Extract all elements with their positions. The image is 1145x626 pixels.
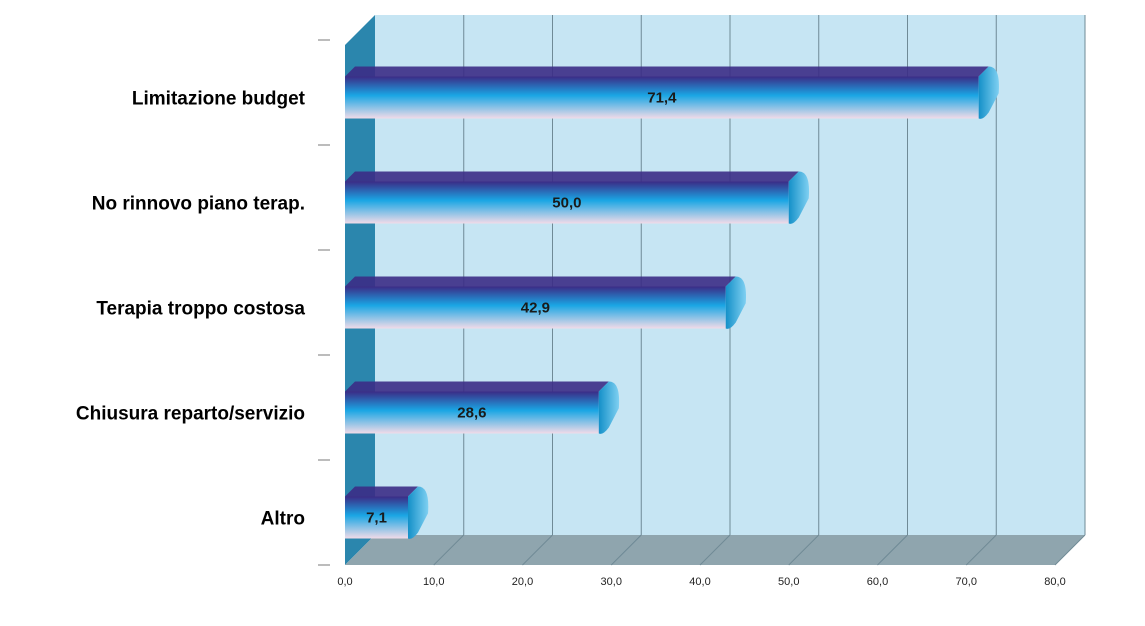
bar-end-cap — [788, 171, 810, 224]
bar-value-label: 42,9 — [521, 300, 550, 317]
bar — [345, 276, 747, 329]
bar — [345, 171, 810, 224]
bar-end-cap — [408, 486, 429, 539]
x-tick-label: 40,0 — [689, 576, 710, 588]
bar-end-cap — [598, 381, 620, 434]
bar — [345, 486, 429, 539]
bar-value-label: 7,1 — [366, 510, 387, 527]
gridline-floor — [965, 534, 997, 566]
bar-end-cap — [978, 66, 999, 119]
x-tick-label: 80,0 — [1044, 576, 1065, 588]
bar-value-label: 50,0 — [552, 195, 581, 212]
category-label: Limitazione budget — [132, 89, 306, 110]
gridline-floor — [610, 534, 642, 566]
bar-top — [345, 381, 609, 392]
gridline-floor — [788, 534, 820, 566]
category-label: No rinnovo piano terap. — [92, 194, 305, 215]
bar-front — [345, 391, 599, 434]
bar-value-label: 28,6 — [457, 405, 486, 422]
bar-top — [345, 66, 989, 77]
gridline-floor — [699, 534, 731, 566]
x-tick-label: 60,0 — [867, 576, 888, 588]
bar-front — [345, 496, 409, 539]
x-tick-label: 70,0 — [956, 576, 977, 588]
category-label: Terapia troppo costosa — [96, 299, 305, 320]
bar-front — [345, 76, 979, 119]
x-tick-label: 30,0 — [601, 576, 622, 588]
gridline-floor — [1054, 534, 1086, 566]
category-label: Chiusura reparto/servizio — [76, 404, 305, 425]
bar — [345, 381, 620, 434]
gridline-floor — [877, 534, 908, 566]
bar-top — [345, 276, 736, 287]
bar-value-label: 71,4 — [647, 90, 677, 107]
bar-top — [345, 171, 799, 182]
category-label: Altro — [261, 509, 305, 530]
bar-front — [345, 286, 726, 329]
x-tick-label: 20,0 — [512, 576, 533, 588]
x-tick-label: 0,0 — [337, 576, 352, 588]
gridline-floor — [433, 534, 465, 566]
bar-front — [345, 181, 789, 224]
x-tick-label: 50,0 — [778, 576, 799, 588]
bar-end-cap — [725, 276, 747, 329]
bar — [345, 66, 999, 119]
x-tick-label: 10,0 — [423, 576, 444, 588]
bar-top — [345, 486, 419, 497]
gridline-floor — [522, 534, 553, 566]
